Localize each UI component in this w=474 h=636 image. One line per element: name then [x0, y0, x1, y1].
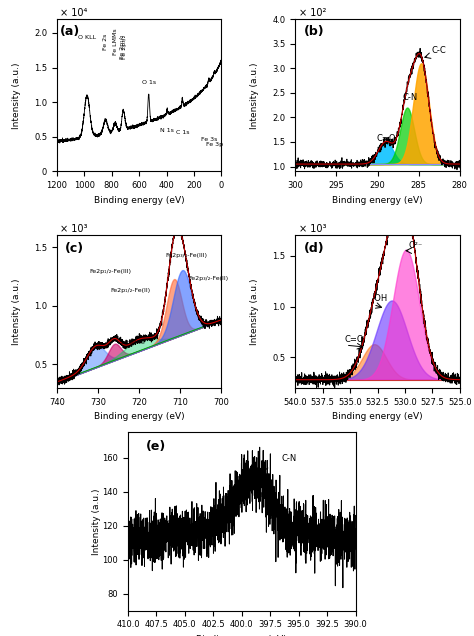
Text: C=O: C=O: [376, 134, 395, 143]
Text: × 10²: × 10²: [299, 8, 326, 18]
Text: Fe2p₁/₂-Fe(II): Fe2p₁/₂-Fe(II): [110, 287, 150, 293]
Text: (a): (a): [60, 25, 81, 38]
Text: × 10³: × 10³: [299, 225, 326, 235]
Text: O KLL: O KLL: [78, 35, 96, 40]
Text: × 10³: × 10³: [60, 225, 88, 235]
Y-axis label: Intensity (a.u.): Intensity (a.u.): [250, 279, 259, 345]
Text: Fe 2p₃/₂: Fe 2p₃/₂: [122, 35, 127, 59]
Text: C-N: C-N: [402, 93, 418, 102]
X-axis label: Binding energy (eV): Binding energy (eV): [94, 196, 184, 205]
X-axis label: Binding energy (eV): Binding energy (eV): [94, 412, 184, 421]
Y-axis label: Intensity (a.u.): Intensity (a.u.): [12, 62, 21, 128]
Text: -OH: -OH: [372, 294, 388, 303]
Text: Fe2p₁/₂-Fe(III): Fe2p₁/₂-Fe(III): [90, 269, 132, 274]
Text: Fe 3p: Fe 3p: [206, 142, 223, 147]
X-axis label: Binding energy (eV): Binding energy (eV): [332, 412, 423, 421]
X-axis label: Binding energy (eV): Binding energy (eV): [332, 196, 423, 205]
Y-axis label: Intensity (a.u.): Intensity (a.u.): [91, 488, 100, 555]
Text: O²⁻: O²⁻: [409, 240, 423, 250]
Y-axis label: Intensity (a.u.): Intensity (a.u.): [250, 62, 259, 128]
Text: Fe 3s: Fe 3s: [201, 137, 217, 142]
Text: C 1s: C 1s: [175, 130, 189, 135]
Text: C-N: C-N: [282, 454, 297, 463]
Text: (b): (b): [303, 25, 324, 38]
Text: (e): (e): [146, 439, 166, 453]
Text: C=O: C=O: [345, 335, 364, 344]
Y-axis label: Intensity (a.u.): Intensity (a.u.): [12, 279, 21, 345]
Text: N 1s: N 1s: [160, 128, 174, 134]
Text: (c): (c): [65, 242, 84, 254]
Text: Fe LMMs: Fe LMMs: [113, 29, 118, 55]
Text: C-C: C-C: [431, 46, 446, 55]
Text: Satellite: Satellite: [120, 340, 146, 345]
Text: × 10⁴: × 10⁴: [60, 8, 88, 18]
Text: Fe2p₃/₂-Fe(II): Fe2p₃/₂-Fe(II): [189, 276, 228, 281]
Text: Fe 2s: Fe 2s: [103, 34, 108, 50]
Text: Fe 2p₁/₂: Fe 2p₁/₂: [120, 35, 125, 59]
X-axis label: Binding energy (eV): Binding energy (eV): [196, 635, 287, 636]
Text: Fe2p₃/₂-Fe(III): Fe2p₃/₂-Fe(III): [166, 252, 208, 258]
Text: (d): (d): [303, 242, 324, 254]
Text: O 1s: O 1s: [142, 80, 156, 85]
